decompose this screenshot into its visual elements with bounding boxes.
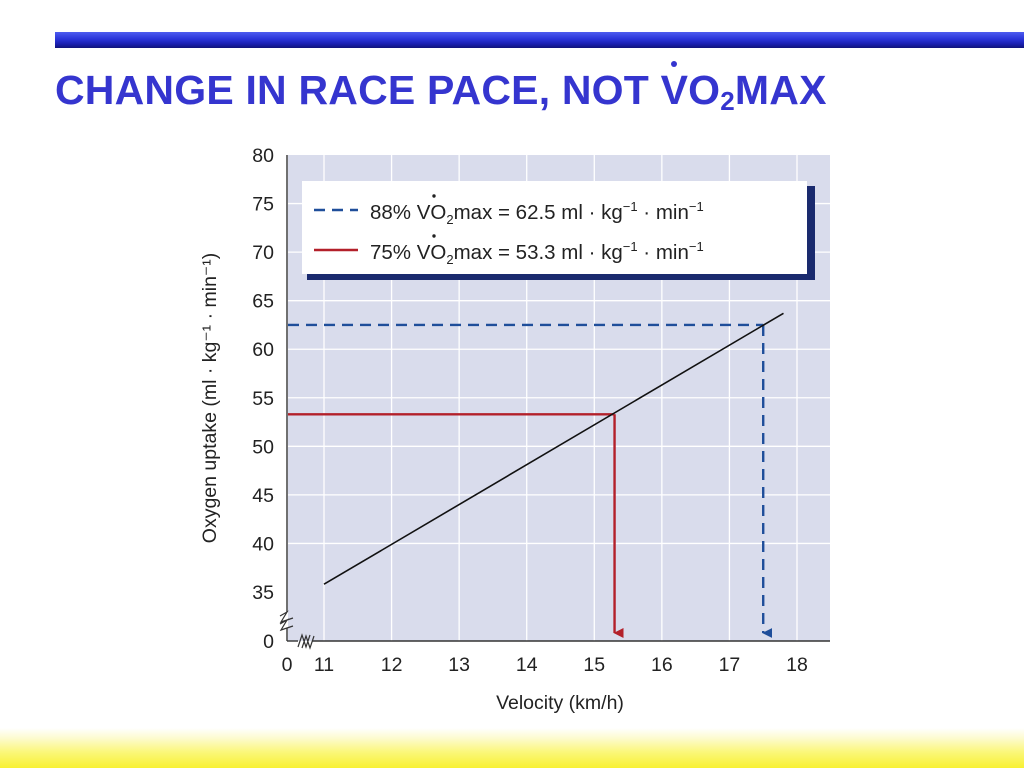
x-tick-label: 17: [719, 654, 741, 676]
title-v-dot-letter: V: [660, 61, 689, 113]
legend-88-a: 88% V: [370, 201, 431, 224]
slide-title: CHANGE IN RACE PACE, NOT VO2MAX: [55, 61, 827, 114]
x-axis-label: Velocity (km/h): [496, 692, 624, 714]
x-tick-label: 13: [448, 654, 470, 676]
series-line: [323, 312, 784, 585]
legend-75-sup2: −1: [689, 239, 704, 254]
y-tick-label: 35: [252, 582, 274, 604]
axis-ticks: 0 35 40 45 50 55 60 65 70 75 80 0 11 12 13 14 15 16 17 18: [252, 145, 808, 676]
legend-75-d: · min: [638, 241, 689, 264]
legend-75-sub: 2: [446, 252, 453, 267]
x-tick-label: 16: [651, 654, 673, 676]
title-main-text: CHANGE IN RACE PACE, NOT: [55, 67, 661, 113]
x-tick-label: 15: [583, 654, 605, 676]
bottom-footer-bar: [0, 728, 1024, 768]
legend-88-b: O: [430, 201, 446, 224]
legend-75-sup1: −1: [623, 239, 638, 254]
legend-88-sup1: −1: [623, 199, 638, 214]
legend-entry-88: 88% VO2max = 62.5 ml · kg−1 · min−1: [370, 199, 704, 227]
y-axis-break-mark: [279, 610, 294, 632]
x-tick-label: 0: [282, 654, 293, 676]
title-o-letter: O: [688, 67, 721, 113]
legend-88-c: max = 62.5 ml · kg: [454, 201, 623, 224]
legend-88-v-dot: [432, 194, 436, 198]
title-subscript: 2: [720, 86, 735, 116]
legend-box: [302, 181, 807, 274]
axes: [279, 155, 830, 650]
y-tick-label: 80: [252, 145, 274, 167]
x-tick-label: 14: [516, 654, 538, 676]
y-tick-label: 0: [263, 631, 274, 653]
x-tick-label: 12: [381, 654, 403, 676]
y-tick-label: 75: [252, 194, 274, 216]
legend-75-b: O: [430, 241, 446, 264]
title-end-text: MAX: [734, 67, 827, 113]
legend-88-sup2: −1: [689, 199, 704, 214]
legend-entry-75: 75% VO2max = 53.3 ml · kg−1 · min−1: [370, 239, 704, 267]
y-tick-label: 50: [252, 436, 274, 458]
y-tick-label: 70: [252, 242, 274, 264]
legend-75-c: max = 53.3 ml · kg: [454, 241, 623, 264]
x-tick-label: 11: [314, 654, 334, 676]
y-tick-label: 40: [252, 533, 274, 555]
legend: 88% VO2max = 62.5 ml · kg−1 · min−1 75% …: [302, 181, 815, 280]
x-tick-label: 18: [786, 654, 808, 676]
top-header-bar: [55, 32, 1024, 48]
y-tick-label: 65: [252, 291, 274, 313]
x-axis-break-mark: [297, 633, 315, 650]
reference-lines: [288, 323, 773, 638]
legend-88-d: · min: [638, 201, 689, 224]
legend-88-sub: 2: [446, 212, 453, 227]
y-tick-label: 60: [252, 339, 274, 361]
y-tick-label: 45: [252, 485, 274, 507]
legend-75-a: 75% V: [370, 241, 431, 264]
y-tick-label: 55: [252, 388, 274, 410]
legend-75-v-dot: [432, 234, 436, 238]
y-axis-label: Oxygen uptake (ml · kg⁻¹ · min⁻¹): [199, 253, 221, 543]
data-series: [323, 312, 784, 585]
